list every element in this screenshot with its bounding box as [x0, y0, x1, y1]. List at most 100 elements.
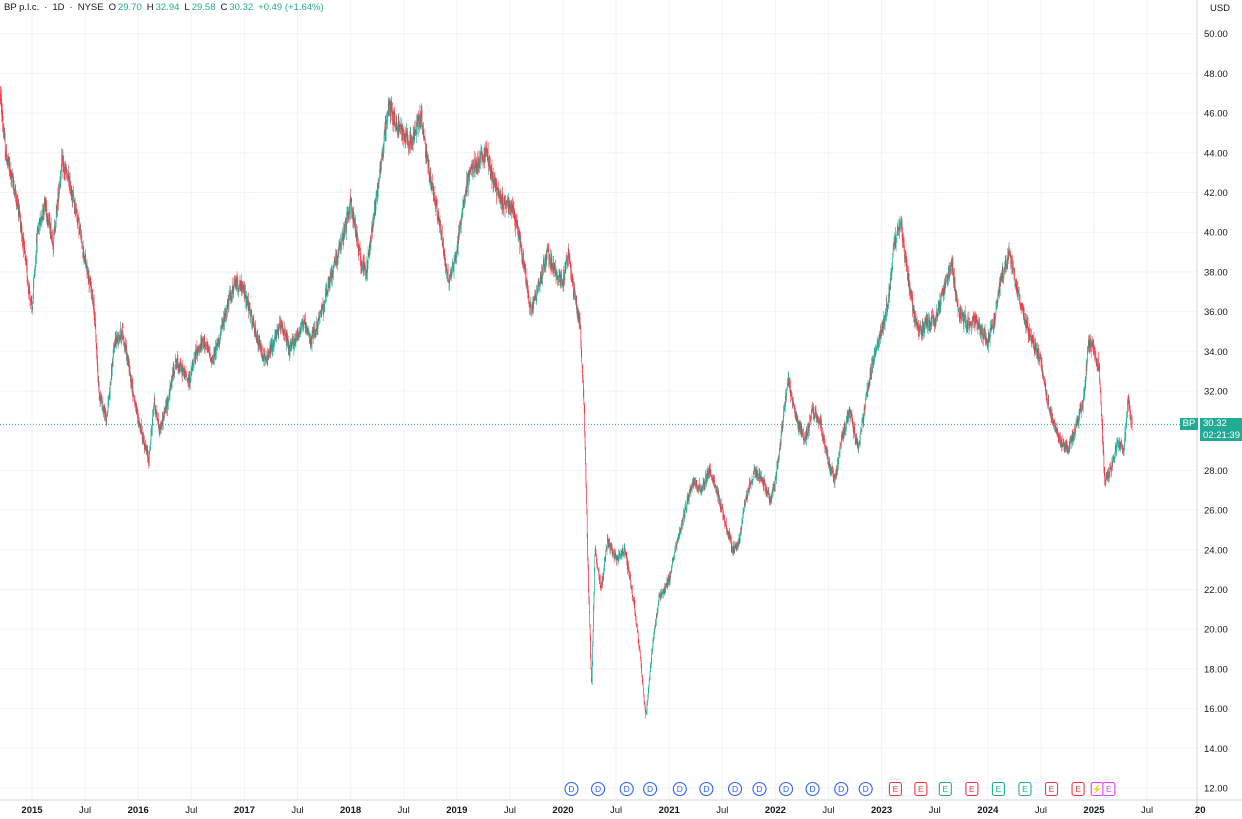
- candle-body: [211, 358, 212, 363]
- candle-body: [859, 440, 861, 445]
- candle-body: [488, 162, 489, 167]
- candle-body: [932, 316, 934, 318]
- candle-body: [412, 132, 414, 144]
- candle-body: [704, 482, 706, 484]
- candle-body: [35, 258, 37, 264]
- candle-body: [647, 702, 648, 703]
- candle-body: [726, 521, 727, 526]
- candle-body: [417, 119, 419, 130]
- candle-body: [979, 323, 980, 329]
- candle-body: [261, 349, 263, 355]
- candle-body: [477, 158, 479, 168]
- candle-body: [167, 399, 169, 406]
- candle-body: [197, 349, 199, 357]
- candle-body: [697, 486, 698, 491]
- candle-body: [355, 228, 357, 239]
- candle-body: [331, 270, 333, 278]
- candle-body: [942, 288, 944, 291]
- candle-body: [983, 334, 985, 336]
- candle-body: [227, 298, 229, 307]
- candle-body: [932, 315, 933, 317]
- candle-body: [491, 164, 492, 168]
- candle-body: [589, 600, 590, 612]
- candle-body: [89, 280, 90, 284]
- candle-body: [962, 312, 963, 313]
- candle-body: [915, 314, 917, 324]
- candle-body: [781, 428, 782, 437]
- candle-body: [142, 437, 144, 443]
- candle-body: [835, 471, 837, 474]
- candle-body: [343, 228, 345, 239]
- candle-body: [800, 424, 802, 433]
- candle-body: [514, 208, 515, 214]
- candle-body: [728, 533, 730, 539]
- candle-body: [181, 365, 183, 372]
- candle-body: [410, 135, 412, 146]
- candle-body: [683, 515, 684, 516]
- candle-body: [468, 175, 470, 180]
- candle-body: [811, 410, 812, 420]
- candle-body: [302, 322, 303, 325]
- candle-body: [333, 265, 334, 273]
- candle-body: [287, 337, 288, 346]
- candle-body: [270, 345, 271, 351]
- candle-body: [646, 710, 647, 713]
- candle-body: [190, 375, 191, 382]
- candle-body: [522, 261, 523, 263]
- candle-body: [238, 288, 240, 292]
- candle-body: [38, 229, 39, 231]
- candle-body: [23, 239, 24, 250]
- candle-body: [533, 299, 534, 307]
- candle-body: [817, 416, 819, 422]
- candle-body: [825, 446, 826, 450]
- candle-body: [786, 392, 787, 397]
- candle-body: [929, 324, 931, 326]
- candle-body: [449, 276, 451, 282]
- candle-body: [272, 347, 273, 351]
- candle-body: [918, 324, 919, 331]
- candle-body: [574, 292, 576, 295]
- candle-body: [802, 432, 804, 434]
- candle-body: [791, 396, 793, 400]
- candle-body: [782, 420, 784, 423]
- candle-body: [557, 276, 559, 278]
- candle-body: [458, 230, 460, 240]
- candle-body: [886, 305, 888, 311]
- candle-body: [694, 479, 696, 486]
- candle-body: [624, 547, 625, 549]
- candle-body: [295, 333, 297, 343]
- candle-body: [304, 319, 305, 322]
- candle-body: [524, 268, 526, 273]
- candle-body: [794, 405, 795, 409]
- candle-body: [77, 217, 78, 221]
- candle-body: [733, 549, 735, 555]
- candle-body: [433, 193, 435, 198]
- candle-body: [803, 438, 805, 441]
- candle-body: [1027, 324, 1029, 328]
- candle-body: [429, 176, 431, 184]
- candle-body: [521, 247, 523, 261]
- candle-body: [119, 335, 121, 336]
- candle-body: [782, 422, 783, 430]
- candle-body: [413, 135, 414, 139]
- candle-body: [693, 481, 694, 486]
- candle-body: [267, 357, 268, 363]
- candle-body: [100, 395, 102, 400]
- candle-body: [830, 469, 832, 472]
- candle-body: [616, 557, 617, 559]
- candle-body: [135, 402, 137, 407]
- candle-body: [658, 595, 660, 604]
- candle-body: [382, 149, 384, 158]
- candle-body: [246, 303, 247, 304]
- candle-body: [412, 141, 413, 150]
- candle-body: [261, 353, 262, 355]
- candle-body: [96, 349, 98, 363]
- candle-body: [894, 237, 895, 244]
- candle-body: [824, 441, 825, 444]
- candle-body: [321, 305, 323, 308]
- candle-body: [470, 168, 472, 172]
- candle-body: [996, 302, 998, 306]
- candle-body: [35, 263, 36, 268]
- candle-body: [673, 557, 674, 560]
